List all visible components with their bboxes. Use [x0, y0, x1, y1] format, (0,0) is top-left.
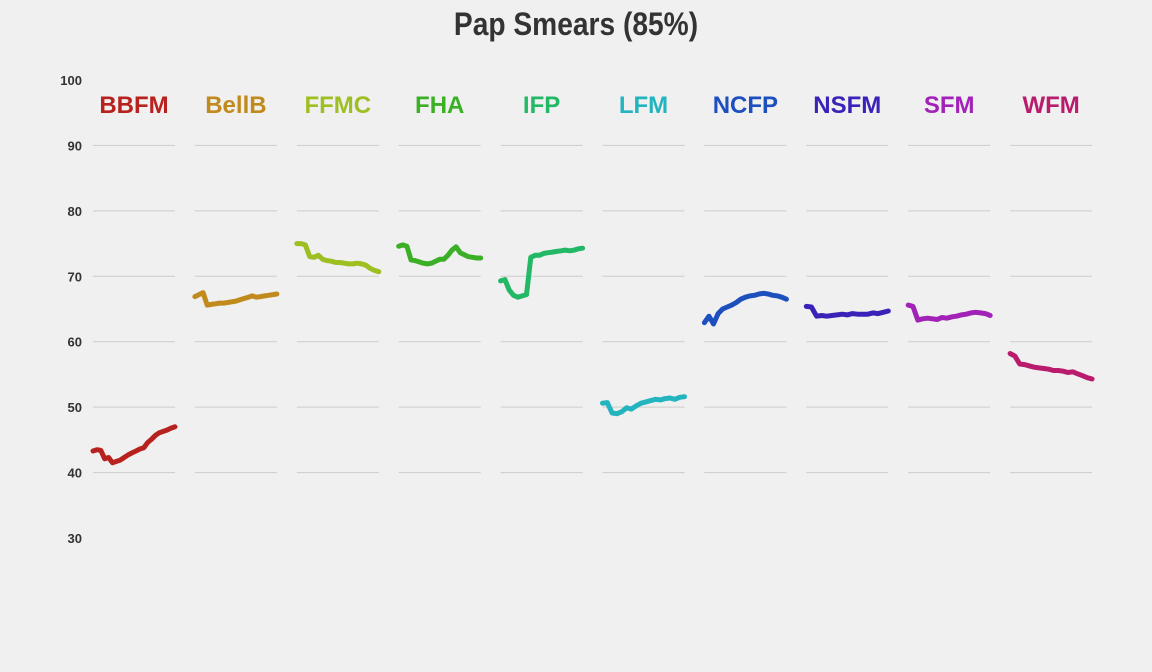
series-label: FFMC — [304, 92, 371, 119]
panel-ffmc: FFMC — [294, 92, 382, 474]
series-line-fha — [396, 242, 484, 267]
series-label: IFP — [523, 92, 560, 119]
panel-nsfm: NSFM — [803, 92, 891, 474]
panel-wfm: WFM — [1007, 92, 1095, 474]
series-line-ffmc — [294, 241, 382, 275]
panel-bbfm: BBFM — [90, 92, 178, 474]
series-line-nsfm — [803, 303, 891, 319]
y-tick-label: 70 — [68, 269, 82, 284]
panel-bellb: BellB — [192, 92, 280, 474]
panel-fha: FHA — [396, 92, 484, 474]
series-label: BBFM — [99, 92, 168, 119]
panel-ncfp: NCFP — [701, 92, 789, 474]
series-label: BellB — [205, 92, 266, 119]
y-tick-label: 100 — [60, 73, 82, 88]
series-label: NCFP — [713, 92, 778, 119]
series-line-ncfp — [701, 290, 789, 327]
series-label: WFM — [1022, 92, 1079, 119]
series-label: NSFM — [813, 92, 881, 119]
series-line-bellb — [192, 290, 280, 308]
panel-ifp: IFP — [498, 92, 586, 474]
chart-title: Pap Smears (85%) — [453, 6, 699, 42]
series-line-sfm — [905, 302, 993, 323]
series-line-bbfm — [90, 424, 178, 466]
y-tick-label: 40 — [68, 466, 82, 481]
series-label: FHA — [415, 92, 464, 119]
series-label: LFM — [619, 92, 668, 119]
series-line-wfm — [1007, 351, 1095, 382]
series-line-lfm — [600, 394, 687, 417]
panel-sfm: SFM — [905, 92, 993, 474]
y-tick-label: 50 — [68, 400, 82, 415]
series-line-ifp — [498, 245, 586, 300]
y-tick-label: 60 — [68, 335, 82, 350]
y-tick-label: 80 — [68, 204, 82, 219]
y-tick-label: 90 — [68, 138, 82, 153]
panel-lfm: LFM — [600, 92, 687, 474]
y-tick-label: 30 — [68, 531, 82, 546]
series-label: SFM — [924, 92, 975, 119]
